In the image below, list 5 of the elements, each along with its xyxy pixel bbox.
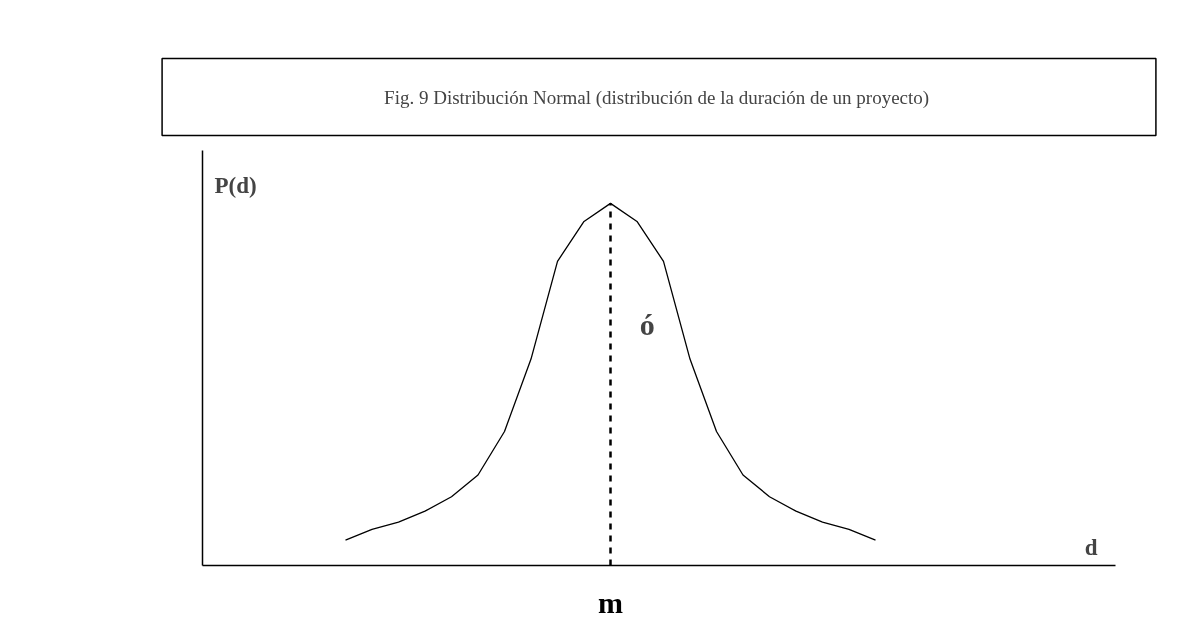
text: m xyxy=(598,585,623,619)
text: d xyxy=(1084,534,1098,560)
chart-title: Fig. 9 Distribución Normal (distribución de la duración de un proyecto) xyxy=(384,86,930,109)
annotation: ó xyxy=(639,307,655,341)
y-axis-title: P(d) xyxy=(214,172,257,198)
